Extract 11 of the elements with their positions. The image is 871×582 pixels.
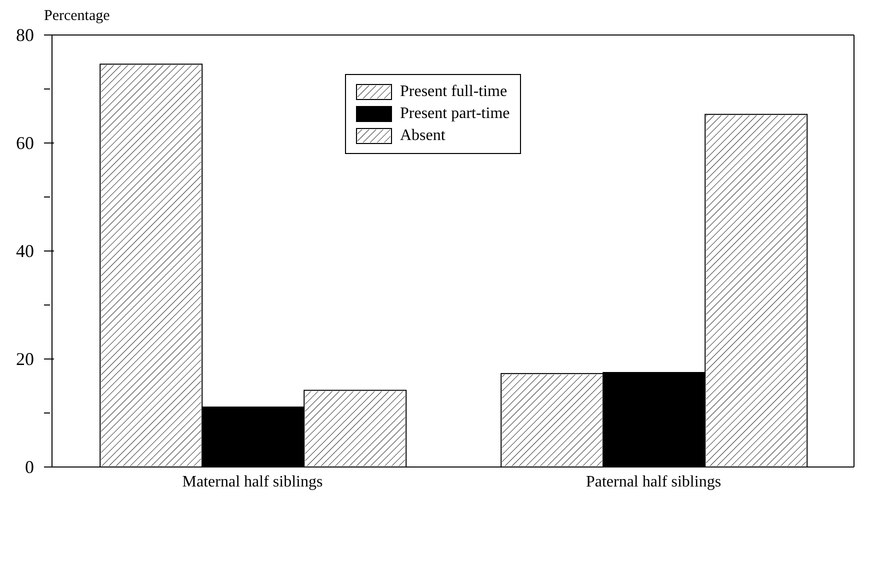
y-axis-title: Percentage: [44, 8, 110, 25]
y-tick-label: 80: [16, 25, 34, 45]
x-tick-label: Paternal half siblings: [586, 473, 722, 490]
y-tick-label: 60: [16, 133, 34, 153]
x-tick-label: Maternal half siblings: [182, 473, 323, 490]
legend-label: Present part-time: [400, 105, 510, 123]
y-tick-label: 0: [25, 457, 34, 477]
legend-label: Absent: [400, 127, 446, 145]
y-tick-label: 40: [16, 241, 34, 261]
legend-label: Present full-time: [400, 83, 508, 101]
y-tick-label: 20: [16, 349, 34, 369]
